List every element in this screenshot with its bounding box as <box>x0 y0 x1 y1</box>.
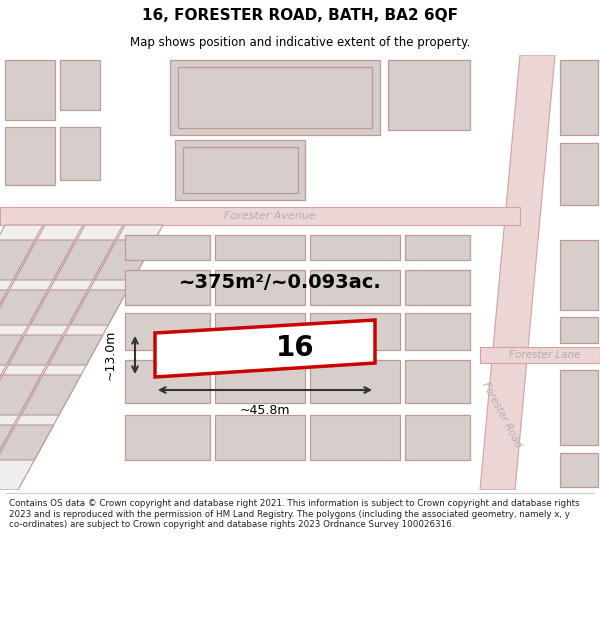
Text: 16: 16 <box>275 334 314 362</box>
Polygon shape <box>0 225 83 490</box>
Polygon shape <box>560 60 598 135</box>
Text: Forester Road: Forester Road <box>481 381 524 449</box>
Polygon shape <box>55 240 115 280</box>
Polygon shape <box>405 270 470 305</box>
Polygon shape <box>0 225 163 490</box>
Polygon shape <box>125 360 210 403</box>
Polygon shape <box>560 370 598 445</box>
Text: ~45.8m: ~45.8m <box>240 404 290 416</box>
Polygon shape <box>125 313 210 350</box>
Text: Forester Lane: Forester Lane <box>509 350 581 360</box>
Polygon shape <box>5 60 55 120</box>
Polygon shape <box>215 270 305 305</box>
Polygon shape <box>0 207 520 225</box>
Polygon shape <box>480 347 600 363</box>
Polygon shape <box>388 60 470 130</box>
Polygon shape <box>0 335 23 365</box>
Polygon shape <box>60 127 100 180</box>
Polygon shape <box>310 235 400 260</box>
Polygon shape <box>215 313 305 350</box>
Polygon shape <box>310 415 400 460</box>
Polygon shape <box>15 240 75 280</box>
Polygon shape <box>30 290 88 325</box>
Polygon shape <box>480 55 555 490</box>
Polygon shape <box>0 290 47 325</box>
Polygon shape <box>21 375 81 415</box>
Polygon shape <box>125 415 210 460</box>
Polygon shape <box>405 235 470 260</box>
Polygon shape <box>560 317 598 343</box>
Polygon shape <box>155 320 375 377</box>
Polygon shape <box>0 240 35 280</box>
Text: ~13.0m: ~13.0m <box>104 330 116 380</box>
Polygon shape <box>125 270 210 305</box>
Polygon shape <box>95 240 155 280</box>
Polygon shape <box>310 360 400 403</box>
Polygon shape <box>175 140 305 200</box>
Polygon shape <box>405 313 470 350</box>
Polygon shape <box>183 147 298 193</box>
Polygon shape <box>49 335 103 365</box>
Polygon shape <box>0 375 41 415</box>
Polygon shape <box>170 60 380 135</box>
Polygon shape <box>0 375 1 415</box>
Polygon shape <box>560 240 598 310</box>
Polygon shape <box>0 225 43 490</box>
Polygon shape <box>310 270 400 305</box>
Text: Contains OS data © Crown copyright and database right 2021. This information is : Contains OS data © Crown copyright and d… <box>9 499 580 529</box>
Polygon shape <box>215 415 305 460</box>
Polygon shape <box>0 425 53 460</box>
Text: Forester Avenue: Forester Avenue <box>224 211 316 221</box>
Polygon shape <box>8 335 63 365</box>
Polygon shape <box>60 60 100 110</box>
Polygon shape <box>405 415 470 460</box>
Polygon shape <box>215 360 305 403</box>
Polygon shape <box>70 290 127 325</box>
Polygon shape <box>0 425 14 460</box>
Polygon shape <box>0 290 7 325</box>
Text: ~375m²/~0.093ac.: ~375m²/~0.093ac. <box>179 274 382 292</box>
Polygon shape <box>0 225 123 490</box>
Text: Map shows position and indicative extent of the property.: Map shows position and indicative extent… <box>130 36 470 49</box>
Text: 16, FORESTER ROAD, BATH, BA2 6QF: 16, FORESTER ROAD, BATH, BA2 6QF <box>142 8 458 23</box>
Polygon shape <box>310 313 400 350</box>
Polygon shape <box>215 235 305 260</box>
Polygon shape <box>560 453 598 487</box>
Polygon shape <box>178 67 372 128</box>
Polygon shape <box>5 127 55 185</box>
Polygon shape <box>560 143 598 205</box>
Polygon shape <box>405 360 470 403</box>
Polygon shape <box>125 235 210 260</box>
